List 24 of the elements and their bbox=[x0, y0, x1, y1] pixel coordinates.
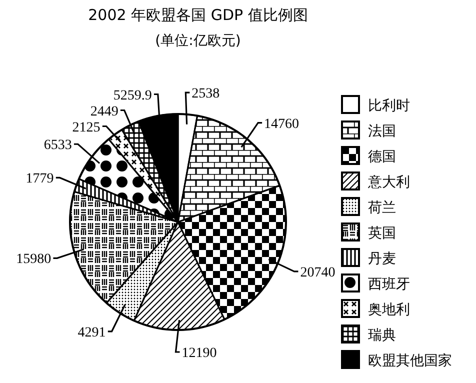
legend-label: 比利时 bbox=[368, 98, 410, 114]
data-label: 4291 bbox=[78, 325, 106, 340]
data-label: 6533 bbox=[44, 138, 72, 154]
legend-label: 意大利 bbox=[367, 174, 410, 190]
data-label: 1779 bbox=[26, 172, 54, 187]
data-label: 20740 bbox=[300, 265, 336, 280]
legend-label: 欧盟其他国家 bbox=[368, 353, 452, 369]
data-label: 2125 bbox=[72, 120, 100, 136]
legend-label: 英国 bbox=[368, 226, 396, 242]
data-label: 5259.9 bbox=[113, 88, 152, 104]
legend-label: 丹麦 bbox=[368, 251, 396, 267]
legend-label: 法国 bbox=[368, 124, 396, 140]
chart-subtitle: (单位:亿欧元) bbox=[155, 33, 241, 49]
data-label: 12190 bbox=[182, 346, 217, 361]
legend-label: 荷兰 bbox=[368, 200, 396, 216]
legend-label: 西班牙 bbox=[368, 276, 410, 292]
chart-title: 2002 年欧盟各国 GDP 值比例图 bbox=[88, 6, 308, 24]
legend-label: 德国 bbox=[368, 149, 396, 165]
data-label: 15980 bbox=[16, 252, 52, 268]
data-label: 2449 bbox=[90, 104, 118, 120]
legend-label: 瑞典 bbox=[368, 328, 396, 344]
legend-label: 奥地利 bbox=[368, 302, 410, 318]
data-label: 14760 bbox=[264, 116, 300, 132]
data-label: 2538 bbox=[192, 86, 220, 102]
